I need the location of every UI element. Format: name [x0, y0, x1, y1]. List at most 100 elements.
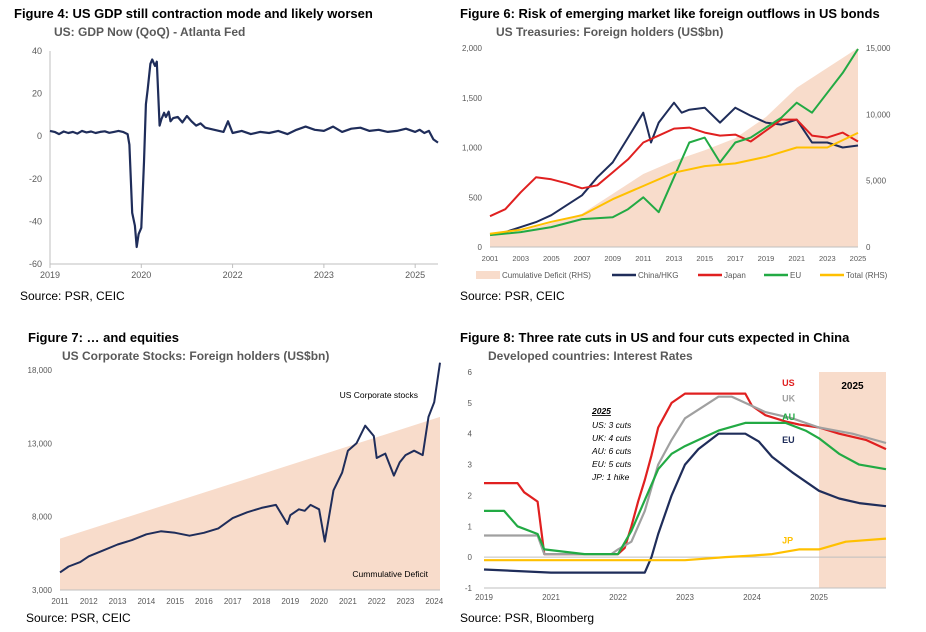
fig7-x-tick: 2024 [425, 597, 443, 606]
fig7-y-tick: 8,000 [32, 513, 53, 522]
fig4-y-tick: -60 [29, 259, 42, 269]
fig6-y-tick-right: 15,000 [866, 44, 891, 53]
fig6-line-japan [489, 118, 859, 218]
fig7-subtitle: US Corporate Stocks: Foreign holders (US… [62, 349, 330, 363]
fig8-x-tick: 2025 [810, 593, 828, 602]
fig8-shaded-2025 [819, 372, 886, 588]
fig8-line-eu [483, 432, 887, 574]
fig7-x-tick: 2013 [109, 597, 127, 606]
fig4-x-tick: 2019 [40, 270, 60, 280]
fig8-annotation-heading: 2025 [591, 406, 611, 416]
fig8-y-tick: -1 [465, 584, 473, 593]
fig8-y-tick: 6 [468, 368, 473, 377]
fig6-x-tick: 2023 [819, 254, 836, 263]
fig8-series-label: US [782, 378, 795, 388]
fig6-y-tick-left: 0 [478, 243, 483, 252]
fig6-x-tick: 2003 [512, 254, 529, 263]
fig4-y-tick: 0 [37, 131, 42, 141]
fig7-x-tick: 2015 [166, 597, 184, 606]
fig7-x-tick: 2021 [339, 597, 357, 606]
fig8-x-tick: 2024 [743, 593, 761, 602]
fig6-title: Figure 6: Risk of emerging market like f… [460, 6, 880, 21]
fig6-x-tick: 2013 [666, 254, 683, 263]
fig6-line-total-rhs- [489, 131, 859, 235]
fig4-x-tick: 2023 [314, 270, 334, 280]
fig8-subtitle: Developed countries: Interest Rates [488, 349, 693, 363]
fig7-source: Source: PSR, CEIC [26, 611, 131, 625]
fig6-legend-label: Japan [724, 271, 746, 280]
fig6-line-china-hkg [489, 101, 859, 236]
fig8-series-label: UK [782, 393, 795, 403]
fig8-line-au [484, 421, 887, 556]
fig6-x-tick: 2001 [482, 254, 499, 263]
fig8-shaded-label: 2025 [841, 381, 864, 392]
fig6-legend-label: EU [790, 271, 801, 280]
fig4-y-tick: -20 [29, 174, 42, 184]
fig8-y-tick: 2 [468, 491, 473, 500]
fig6-y-tick-left: 500 [469, 193, 483, 202]
fig7-x-tick: 2012 [80, 597, 98, 606]
fig6-y-tick-left: 2,000 [462, 44, 483, 53]
fig8-line-jp [484, 537, 887, 562]
fig4-source: Source: PSR, CEIC [20, 289, 125, 303]
fig6-legend-label: Total (RHS) [846, 271, 888, 280]
fig7-x-tick: 2018 [253, 597, 271, 606]
fig6-x-tick: 2021 [788, 254, 805, 263]
fig8-source: Source: PSR, Bloomberg [460, 611, 595, 625]
fig8-annotation-line: US: 3 cuts [592, 420, 632, 430]
fig6-x-tick: 2015 [696, 254, 713, 263]
fig8-annotation-line: AU: 6 cuts [591, 446, 632, 456]
fig6-source: Source: PSR, CEIC [460, 289, 565, 303]
fig6-subtitle: US Treasuries: Foreign holders (US$bn) [496, 25, 724, 39]
fig8-series-label: AU [782, 412, 795, 422]
fig6-x-tick: 2025 [850, 254, 867, 263]
fig6-legend-swatch [476, 271, 500, 279]
fig4-x-tick: 2025 [405, 270, 425, 280]
fig4-gdp-line [49, 58, 439, 249]
fig8-annotation-line: EU: 5 cuts [592, 459, 632, 469]
fig8-series-label: JP [782, 535, 793, 545]
fig8-y-tick: 0 [468, 553, 473, 562]
fig7-x-tick: 2019 [281, 597, 299, 606]
fig4-y-tick: -40 [29, 216, 42, 226]
fig6-y-tick-right: 0 [866, 243, 871, 252]
fig7-x-tick: 2011 [51, 597, 69, 606]
fig8-y-tick: 1 [468, 522, 473, 531]
fig8-x-tick: 2022 [609, 593, 627, 602]
fig7-x-tick: 2014 [137, 597, 155, 606]
fig6-y-tick-left: 1,500 [462, 94, 483, 103]
fig7-x-tick: 2023 [397, 597, 415, 606]
fig4-subtitle: US: GDP Now (QoQ) - Atlanta Fed [54, 25, 246, 39]
fig6-y-tick-left: 1,000 [462, 144, 483, 153]
fig8-x-tick: 2021 [542, 593, 560, 602]
fig8-annotation-line: UK: 4 cuts [592, 433, 632, 443]
fig7-x-tick: 2020 [310, 597, 328, 606]
fig6-y-tick-right: 5,000 [866, 177, 887, 186]
fig4-title: Figure 4: US GDP still contraction mode … [14, 6, 373, 21]
fig4-y-tick: 20 [32, 89, 42, 99]
fig8-x-tick: 2023 [676, 593, 694, 602]
fig8-y-tick: 5 [468, 399, 473, 408]
fig7-annotation-stocks: US Corporate stocks [340, 390, 418, 400]
fig6-x-tick: 2009 [604, 254, 621, 263]
fig6-legend-label: China/HKG [638, 271, 678, 280]
fig8-title: Figure 8: Three rate cuts in US and four… [460, 330, 850, 345]
fig7-y-tick: 18,000 [28, 366, 53, 375]
fig4-x-tick: 2022 [223, 270, 243, 280]
fig7-annotation-deficit: Cummulative Deficit [352, 569, 428, 579]
fig8-annotation-line: JP: 1 hike [591, 472, 630, 482]
fig7-y-tick: 13,000 [28, 439, 53, 448]
fig7-y-tick: 3,000 [32, 586, 53, 595]
fig6-x-tick: 2019 [758, 254, 775, 263]
fig6-x-tick: 2017 [727, 254, 744, 263]
fig6-x-tick: 2005 [543, 254, 560, 263]
fig6-line-eu [489, 48, 859, 237]
fig6-x-tick: 2011 [635, 254, 651, 263]
fig7-x-tick: 2017 [224, 597, 242, 606]
fig8-x-tick: 2019 [475, 593, 493, 602]
fig6-y-tick-right: 10,000 [866, 110, 891, 119]
